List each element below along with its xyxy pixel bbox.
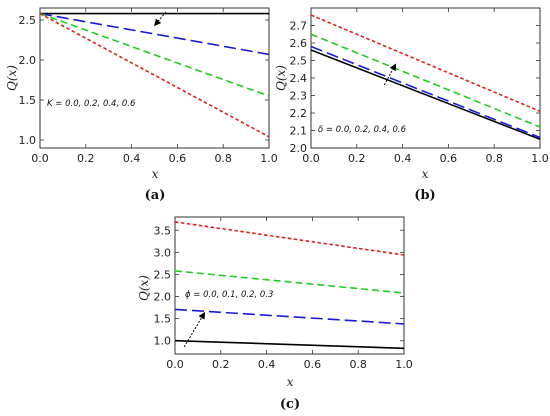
- y-axis-label: Q(x): [137, 275, 151, 301]
- tick-labels: 0.0 0.2 0.4 0.6 0.8 1.0 2.0 2.1 2.2 2.3 2.4 2.5 2.6 2…: [290, 20, 549, 166]
- tick-marks: [310, 8, 541, 149]
- x-tick-label: 0.0: [31, 152, 49, 165]
- x-tick-label: 0.8: [349, 358, 367, 371]
- tick-marks: [174, 217, 405, 354]
- x-tick-label: 0.4: [394, 152, 412, 165]
- y-tick-label: 2.0: [290, 142, 308, 155]
- x-axis-label: x: [287, 375, 294, 389]
- x-tick-label: 1.0: [260, 152, 278, 165]
- y-tick-label: 2.3: [290, 90, 308, 103]
- x-tick-label: 0.6: [169, 152, 187, 165]
- y-tick-label: 2.2: [290, 107, 308, 120]
- series-line-2: [310, 45, 541, 139]
- parameter-annotation: K = 0.0, 0.2, 0.4, 0.6: [47, 99, 136, 109]
- y-tick-label: 2.6: [290, 37, 308, 50]
- y-tick-label: 2.0: [19, 54, 37, 67]
- y-axis-label: Q(x): [274, 65, 288, 91]
- y-tick-label: 2.4: [290, 72, 308, 85]
- panel-label: (c): [280, 397, 300, 412]
- series-line-4: [174, 221, 405, 256]
- y-tick-label: 2.5: [290, 55, 308, 68]
- x-tick-label: 1.0: [395, 358, 413, 371]
- x-tick-label: 0.6: [304, 358, 322, 371]
- x-tick-label: 0.2: [77, 152, 95, 165]
- y-tick-label: 2.5: [154, 268, 172, 281]
- panel-label: (a): [145, 188, 166, 203]
- x-axis-label: x: [152, 167, 159, 181]
- series-group: [39, 12, 270, 138]
- chart-panel-a: 0.0 0.2 0.4 0.6 0.8 1.0 1.0 1.5 2.0 2.5 K = 0.0, …: [5, 7, 278, 203]
- y-tick-label: 3.0: [154, 246, 172, 259]
- tick-marks: [39, 8, 270, 148]
- panel-label: (b): [414, 188, 435, 203]
- chart-panel-c: 0.0 0.2 0.4 0.6 0.8 1.0 1.0 1.5 2.0 2.5 3.0 3.5 ϕ =…: [137, 216, 413, 412]
- tick-labels: 0.0 0.2 0.4 0.6 0.8 1.0 1.0 1.5 2.0 2.5 3.0 3.5: [154, 224, 413, 371]
- y-tick-label: 2.1: [290, 125, 308, 138]
- plot-frame: [174, 216, 405, 355]
- x-tick-label: 0.2: [212, 358, 230, 371]
- parameter-annotation: δ = 0.0, 0.2, 0.4, 0.6: [318, 125, 407, 135]
- series-line-2: [174, 308, 405, 325]
- series-line-4: [310, 14, 541, 113]
- direction-arrow: [383, 63, 397, 86]
- plot-frame: [39, 7, 270, 149]
- series-group: [174, 221, 405, 350]
- x-tick-label: 0.4: [258, 358, 276, 371]
- y-tick-label: 1.5: [154, 313, 172, 326]
- series-line-1: [174, 339, 405, 350]
- y-axis-label: Q(x): [5, 65, 19, 91]
- x-tick-label: 0.8: [485, 152, 503, 165]
- y-tick-label: 2.0: [154, 291, 172, 304]
- x-tick-label: 0.0: [166, 358, 184, 371]
- parameter-annotation: ϕ = 0.0, 0.1, 0.2, 0.3: [185, 290, 273, 300]
- x-axis-label: x: [422, 167, 429, 181]
- series-line-3: [39, 12, 270, 97]
- y-tick-label: 1.0: [19, 134, 37, 147]
- direction-arrow: [183, 311, 206, 348]
- x-tick-label: 0.4: [123, 152, 141, 165]
- y-tick-label: 1.0: [154, 335, 172, 348]
- series-line-1: [310, 49, 541, 141]
- direction-arrow: [154, 11, 167, 27]
- series-line-3: [310, 33, 541, 128]
- x-tick-label: 0.0: [302, 152, 320, 165]
- y-tick-label: 3.5: [154, 224, 172, 237]
- x-tick-label: 0.6: [440, 152, 458, 165]
- y-tick-label: 2.7: [290, 20, 308, 33]
- series-line-2: [39, 12, 270, 56]
- series-group: [310, 14, 541, 141]
- x-tick-label: 1.0: [531, 152, 549, 165]
- x-tick-label: 0.2: [348, 152, 366, 165]
- series-line-3: [174, 270, 405, 294]
- series-line-4: [39, 12, 270, 138]
- y-tick-label: 1.5: [19, 94, 37, 107]
- tick-labels: 0.0 0.2 0.4 0.6 0.8 1.0 1.0 1.5 2.0 2.5: [19, 14, 278, 165]
- x-tick-label: 0.8: [214, 152, 232, 165]
- y-tick-label: 2.5: [19, 14, 37, 27]
- chart-panel-b: 0.0 0.2 0.4 0.6 0.8 1.0 2.0 2.1 2.2 2.3 2.4 2.5 2.6 2…: [274, 7, 549, 203]
